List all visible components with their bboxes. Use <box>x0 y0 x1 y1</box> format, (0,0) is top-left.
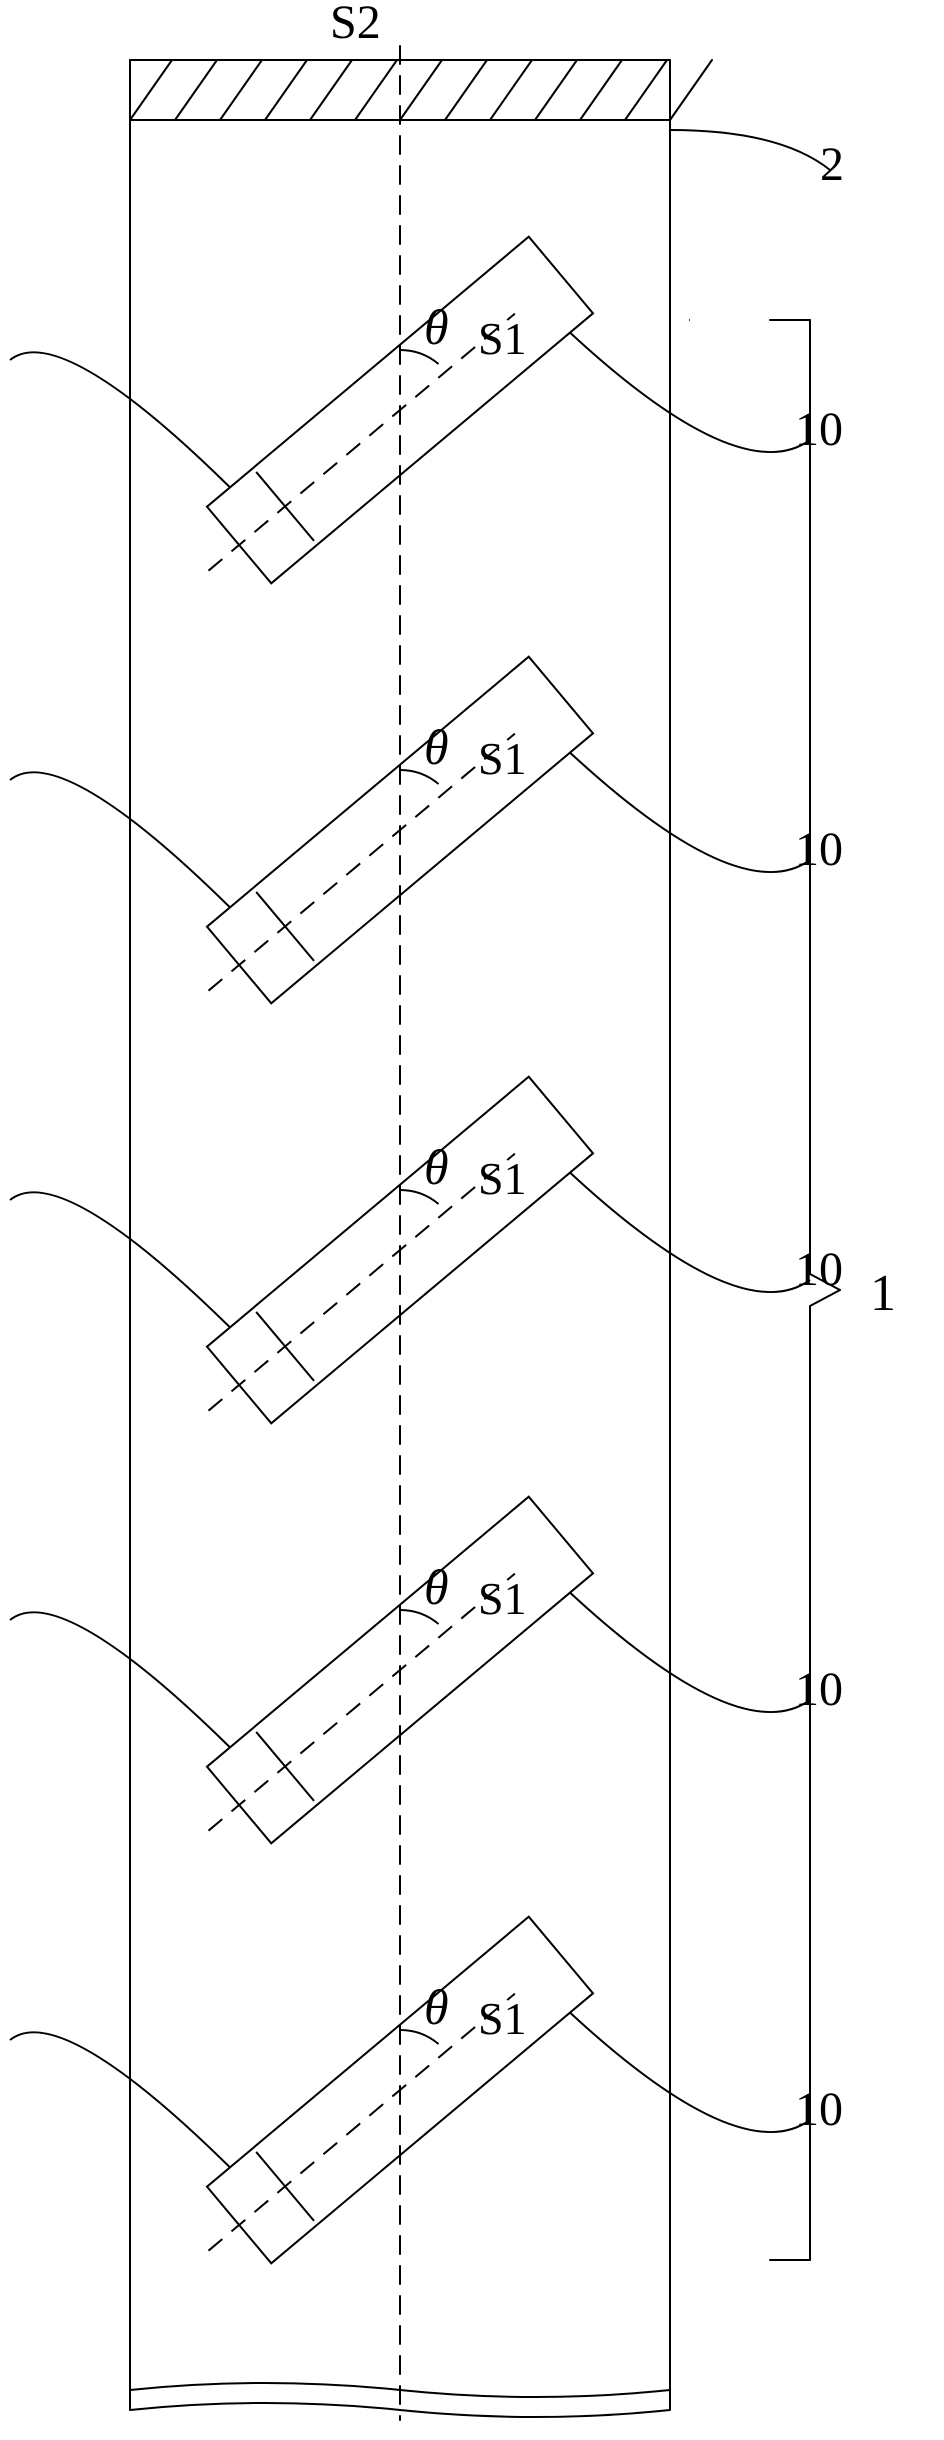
label-10: 10 <box>795 1663 843 1716</box>
label-2: 2 <box>820 138 844 191</box>
label-theta: θ <box>424 1559 449 1615</box>
label-10: 10 <box>795 403 843 456</box>
label-10: 10 <box>795 2083 843 2136</box>
label-S2: S2 <box>330 0 381 49</box>
label-10: 10 <box>795 1243 843 1296</box>
label-S1: S1 <box>478 1153 527 1204</box>
label-S1: S1 <box>478 1993 527 2044</box>
label-S1: S1 <box>478 313 527 364</box>
label-theta: θ <box>424 299 449 355</box>
label-10: 10 <box>795 823 843 876</box>
label-theta: θ <box>424 1979 449 2035</box>
label-theta: θ <box>424 1139 449 1195</box>
label-S1: S1 <box>478 733 527 784</box>
label-S1: S1 <box>478 1573 527 1624</box>
label-1: 1 <box>870 1265 896 1322</box>
label-theta: θ <box>424 719 449 775</box>
